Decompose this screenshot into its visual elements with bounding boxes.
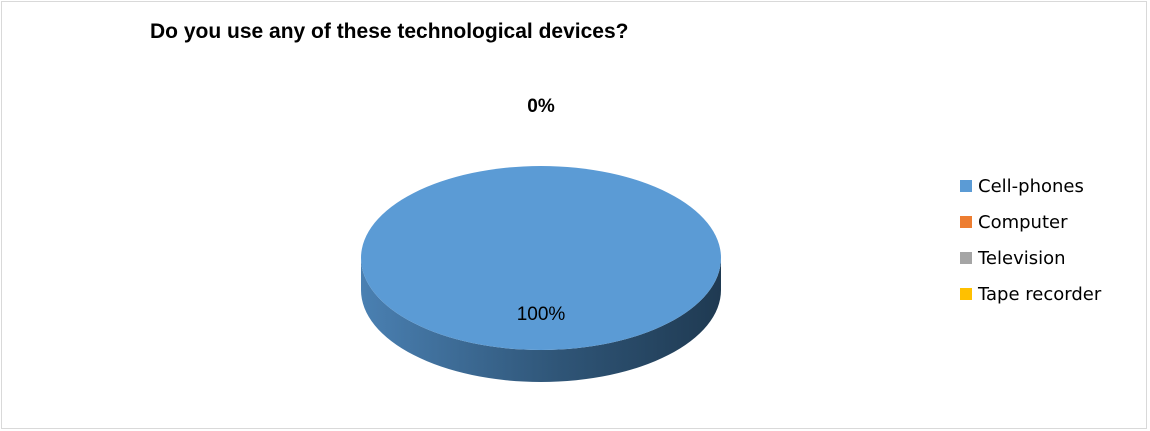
data-label-zero: 0% [527, 96, 555, 117]
legend-item: Cell-phones [960, 168, 1101, 204]
legend-label: Cell-phones [978, 175, 1084, 197]
data-label-cell-phones: 100% [517, 304, 566, 325]
chart-title: Do you use any of these technological de… [150, 20, 629, 43]
legend-swatch-icon [960, 288, 972, 300]
legend-label: Computer [978, 211, 1068, 233]
legend: Cell-phones Computer Television Tape rec… [960, 168, 1101, 312]
pie-slice-cell-phones [361, 166, 721, 350]
pie-slice-side-cell-phones [361, 258, 721, 382]
legend-swatch-icon [960, 252, 972, 264]
legend-label: Television [978, 247, 1066, 269]
legend-label: Tape recorder [978, 283, 1102, 305]
legend-item: Television [960, 240, 1101, 276]
legend-item: Tape recorder [960, 276, 1101, 312]
legend-swatch-icon [960, 216, 972, 228]
legend-swatch-icon [960, 180, 972, 192]
legend-item: Computer [960, 204, 1101, 240]
